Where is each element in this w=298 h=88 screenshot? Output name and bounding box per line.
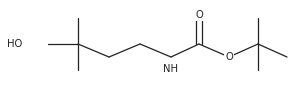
Text: HO: HO — [7, 39, 22, 49]
Text: NH: NH — [164, 64, 179, 74]
Text: O: O — [225, 52, 233, 62]
Text: O: O — [195, 10, 203, 20]
